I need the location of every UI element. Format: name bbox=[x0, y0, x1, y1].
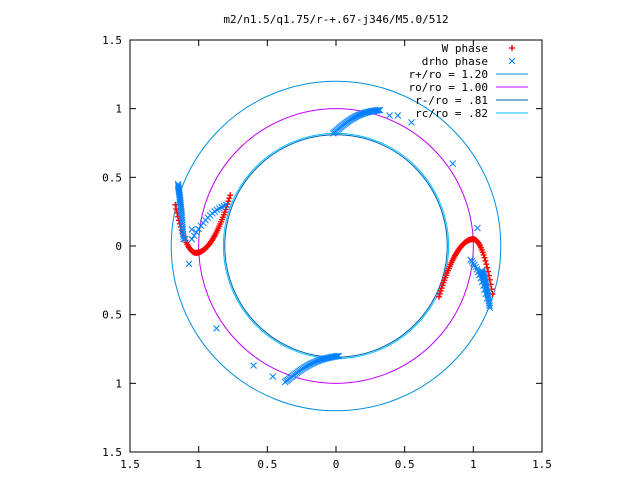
legend-label: drho phase bbox=[422, 55, 488, 68]
y-tick-label: 1.5 bbox=[102, 34, 122, 47]
w-phase-point bbox=[480, 251, 487, 258]
y-tick-label: 1 bbox=[115, 103, 122, 116]
w-phase-point bbox=[227, 192, 234, 199]
drho-phase-point bbox=[188, 235, 196, 243]
legend-label: rc/ro = .82 bbox=[415, 107, 488, 120]
w-phase-point bbox=[226, 195, 233, 202]
drho-phase-point bbox=[481, 286, 488, 294]
drho-phase-point bbox=[376, 106, 384, 114]
drho-phase-point bbox=[269, 373, 277, 380]
drho-phase-point bbox=[375, 106, 383, 114]
drho-phase-point bbox=[335, 352, 343, 360]
w-phase-point bbox=[172, 201, 179, 208]
w-phase-point bbox=[487, 281, 494, 288]
drho-phase-point bbox=[190, 232, 198, 240]
drho-phase-point bbox=[408, 119, 415, 126]
drho-phase-point bbox=[477, 274, 485, 282]
drho-phase-point bbox=[374, 106, 382, 114]
legend-label: ro/ro = 1.00 bbox=[409, 81, 488, 94]
drho-phase-point bbox=[483, 294, 491, 302]
w-phase-point bbox=[173, 205, 180, 212]
drho-phase-point bbox=[386, 112, 393, 119]
w-phase-point bbox=[482, 257, 489, 264]
w-phase-point bbox=[483, 261, 490, 268]
y-tick-label: 0.5 bbox=[102, 171, 122, 184]
drho-phase-point bbox=[180, 235, 187, 243]
drho-phase-point bbox=[188, 226, 196, 233]
drho-phase-point bbox=[324, 354, 332, 362]
drho-phase-point bbox=[197, 222, 205, 230]
x-tick-label: 0.5 bbox=[395, 458, 415, 471]
x-tick-label: 1.5 bbox=[120, 458, 140, 471]
x-tick-label: 0 bbox=[333, 458, 340, 471]
drho-phase-point bbox=[479, 282, 487, 290]
drho-phase-point bbox=[449, 160, 457, 167]
x-tick-label: 0.5 bbox=[257, 458, 277, 471]
drho-phase-point bbox=[486, 302, 493, 309]
radius-circle bbox=[170, 80, 502, 412]
y-tick-label: 0 bbox=[115, 240, 122, 253]
w-phase-point bbox=[484, 264, 491, 271]
radius-circle bbox=[224, 134, 448, 358]
axis-ticks: 1.5 1 0.5 0 0.5 1 1.51.510.500.511.5 bbox=[102, 34, 552, 471]
data-points bbox=[172, 106, 496, 386]
drho-phase-point bbox=[482, 290, 490, 298]
legend-marker-w-phase bbox=[509, 45, 515, 51]
drho-phase-point bbox=[193, 228, 200, 236]
w-phase-point bbox=[438, 285, 445, 292]
w-phase-point bbox=[485, 268, 492, 275]
y-tick-label: 1.5 bbox=[102, 446, 122, 459]
radius-circle bbox=[198, 108, 474, 384]
legend-label: W phase bbox=[442, 42, 488, 55]
drho-phase-point bbox=[322, 355, 330, 362]
w-phase-point bbox=[486, 276, 493, 283]
drho-phase-point bbox=[334, 352, 341, 360]
drho-phase-point bbox=[321, 355, 328, 363]
w-phase-point bbox=[481, 254, 488, 261]
x-tick-label: 1.5 bbox=[532, 458, 552, 471]
legend-marker-drho-phase bbox=[508, 57, 516, 65]
legend-label: r-/ro = .81 bbox=[415, 94, 488, 107]
drho-phase-point bbox=[195, 225, 203, 233]
drho-phase-point bbox=[478, 278, 486, 286]
drho-phase-point bbox=[185, 260, 193, 268]
x-tick-label: 1 bbox=[470, 458, 477, 471]
w-phase-point bbox=[436, 290, 443, 297]
chart-title: m2/n1.5/q1.75/r-+.67-j346/M5.0/512 bbox=[223, 13, 448, 26]
x-tick-label: 1 bbox=[195, 458, 202, 471]
drho-phase-point bbox=[486, 304, 494, 312]
drho-phase-point bbox=[323, 354, 331, 362]
y-tick-label: 0.5 bbox=[102, 309, 122, 322]
drho-phase-point bbox=[213, 325, 220, 332]
legend-label: r+/ro = 1.20 bbox=[409, 68, 488, 81]
drho-phase-point bbox=[181, 235, 189, 243]
drho-phase-point bbox=[250, 362, 257, 369]
drho-phase-point bbox=[394, 112, 402, 119]
drho-phase-point bbox=[332, 352, 340, 360]
w-phase-point bbox=[436, 293, 442, 300]
drho-phase-point bbox=[474, 224, 481, 232]
w-phase-point bbox=[437, 287, 444, 294]
y-tick-label: 1 bbox=[115, 377, 122, 390]
